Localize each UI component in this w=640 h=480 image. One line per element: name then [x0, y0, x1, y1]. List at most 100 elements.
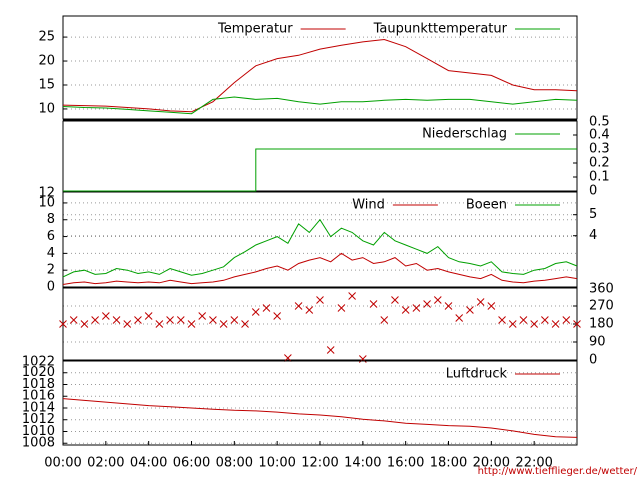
x-tick-label: 00:00: [44, 456, 81, 471]
direction-point: [305, 306, 314, 314]
y-tick-label: 1018: [22, 377, 55, 392]
series-line: [62, 252, 578, 285]
direction-point: [455, 314, 464, 322]
direction-point: [198, 312, 207, 320]
x-tick-label: 16:00: [387, 456, 424, 471]
direction-point: [487, 302, 496, 310]
direction-point: [508, 320, 517, 328]
direction-point: [423, 300, 431, 308]
y-tick-label: 5: [589, 207, 597, 222]
direction-point: [284, 354, 292, 362]
x-tick-label: 14:00: [344, 456, 381, 471]
direction-point: [144, 312, 153, 320]
direction-point: [433, 296, 442, 304]
direction-point: [101, 312, 110, 320]
direction-point: [551, 320, 560, 328]
direction-point: [444, 302, 453, 310]
direction-point: [369, 300, 378, 308]
direction-point: [251, 308, 260, 316]
y-tick-label: 12: [38, 186, 55, 201]
y-tick-label: 2: [47, 263, 55, 278]
y-tick-label: 1022: [22, 355, 55, 370]
series-line: [62, 398, 578, 438]
x-tick-label: 18:00: [430, 456, 467, 471]
direction-point: [391, 296, 399, 304]
direction-point: [262, 304, 271, 312]
legend-label: Taupunkttemperatur: [373, 22, 508, 37]
y-tick-label: 8: [47, 212, 55, 227]
x-tick-label: 22:00: [515, 456, 552, 471]
direction-point: [134, 316, 142, 324]
direction-point: [337, 304, 346, 312]
footer-url: http://www.tiefflieger.de/wetter/: [478, 466, 638, 477]
y-tick-label: 4: [589, 228, 597, 243]
panel-frame: [62, 191, 578, 288]
y-tick-label: 1020: [22, 365, 55, 380]
direction-point: [80, 320, 89, 328]
direction-point: [476, 298, 485, 306]
direction-point: [562, 316, 571, 324]
direction-point: [294, 302, 303, 310]
x-tick-label: 04:00: [130, 456, 167, 471]
direction-point: [541, 316, 549, 324]
series-line: [62, 38, 578, 113]
direction-point: [273, 312, 282, 320]
y-tick-label: 0.3: [589, 142, 610, 157]
legend-label: Wind: [352, 198, 385, 213]
y-tick-label: 10: [38, 195, 55, 210]
y-tick-label: 1014: [22, 400, 55, 415]
direction-point: [412, 304, 421, 312]
direction-point: [519, 316, 528, 324]
direction-point: [59, 320, 67, 328]
x-tick-label: 06:00: [173, 456, 210, 471]
direction-point: [348, 292, 356, 300]
y-tick-label: 0: [589, 184, 597, 199]
direction-point: [166, 316, 174, 324]
y-tick-label: 10: [38, 101, 55, 116]
x-tick-label: 12:00: [301, 456, 338, 471]
y-tick-label: 90: [589, 335, 606, 350]
direction-point: [155, 320, 164, 328]
legend-label: Niederschlag: [422, 127, 507, 142]
direction-point: [123, 320, 132, 328]
series-line: [62, 218, 578, 278]
y-tick-label: 270: [589, 299, 614, 314]
y-tick-label: 0: [47, 280, 55, 295]
direction-point: [498, 316, 506, 324]
direction-point: [176, 316, 185, 324]
y-tick-label: 0.1: [589, 170, 610, 185]
y-tick-label: 1012: [22, 412, 55, 427]
y-tick-label: 0.2: [589, 156, 610, 171]
direction-point: [326, 346, 335, 354]
x-tick-label: 10:00: [258, 456, 295, 471]
y-tick-label: 0.5: [589, 115, 610, 130]
direction-point: [316, 296, 324, 304]
x-tick-label: 02:00: [87, 456, 124, 471]
direction-point: [573, 320, 581, 328]
direction-point: [230, 316, 239, 324]
y-tick-label: 0: [589, 353, 597, 368]
direction-point: [209, 316, 217, 324]
legend-label: Luftdruck: [446, 367, 508, 382]
y-tick-label: 180: [589, 317, 614, 332]
y-tick-label: 25: [38, 30, 55, 45]
direction-point: [401, 306, 410, 314]
y-tick-label: 15: [38, 77, 55, 92]
legend-label: Boeen: [466, 198, 507, 213]
y-tick-label: 20: [38, 54, 55, 69]
y-tick-label: 360: [589, 282, 614, 297]
direction-point: [530, 320, 539, 328]
series-line: [63, 148, 577, 192]
x-tick-label: 08:00: [216, 456, 253, 471]
y-tick-label: 0.4: [589, 128, 610, 143]
series-line: [62, 96, 578, 115]
legend-label: Temperatur: [217, 22, 293, 37]
direction-point: [112, 316, 121, 324]
x-tick-label: 20:00: [473, 456, 510, 471]
direction-point: [69, 316, 78, 324]
direction-point: [91, 316, 99, 324]
direction-point: [187, 320, 196, 328]
y-tick-label: 1016: [22, 389, 55, 404]
y-tick-label: 1008: [22, 436, 55, 451]
